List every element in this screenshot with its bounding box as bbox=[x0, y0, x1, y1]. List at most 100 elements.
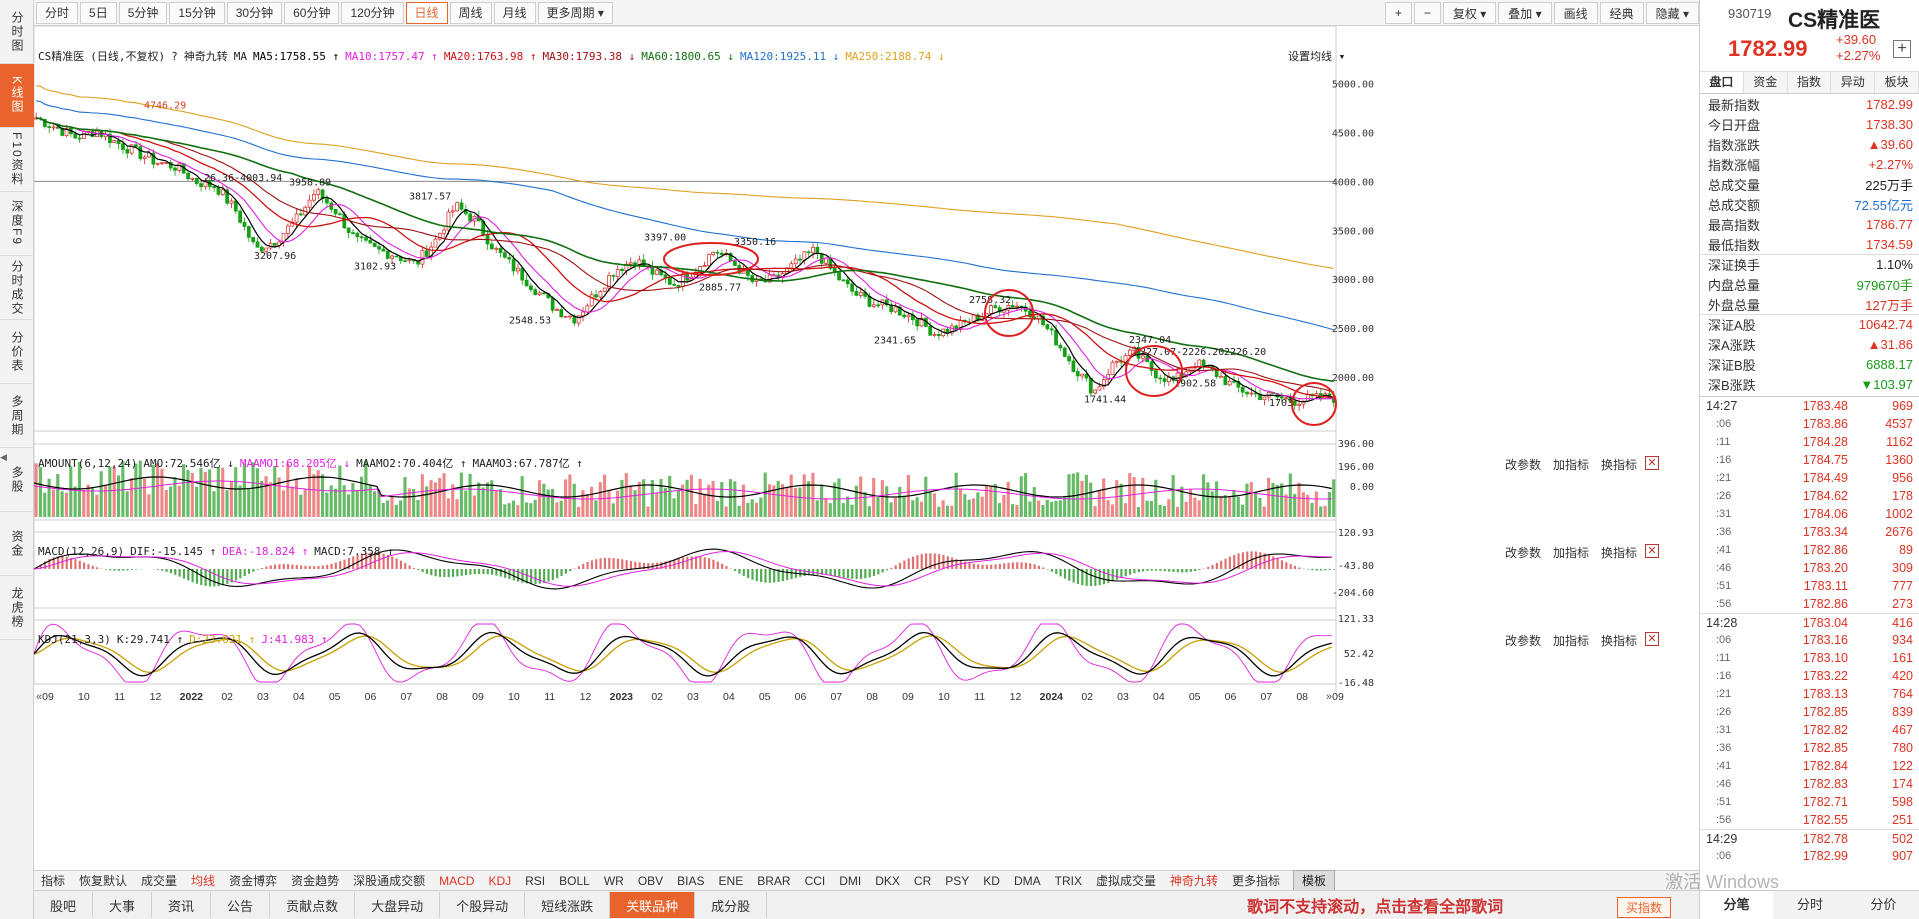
period-tab-7[interactable]: 日线 bbox=[405, 1, 448, 24]
toolbar-btn-0[interactable]: + bbox=[1384, 2, 1412, 24]
sidebar-item-8[interactable]: 资金 bbox=[0, 512, 34, 576]
indicator-14[interactable]: ENE bbox=[718, 873, 744, 888]
period-tab-6[interactable]: 120分钟 bbox=[341, 1, 404, 24]
bottom-tab-3[interactable]: 公告 bbox=[211, 892, 271, 918]
toolbar-btn-2[interactable]: 复权 ▾ bbox=[1442, 2, 1497, 24]
sidebar-item-4[interactable]: 分时成交 bbox=[0, 256, 34, 320]
help-icon[interactable]: ? bbox=[171, 49, 178, 63]
sidebar-item-3[interactable]: 深度F9 bbox=[0, 192, 34, 256]
indicator-17[interactable]: DMI bbox=[839, 873, 862, 888]
bottom-tab-9[interactable]: 成分股 bbox=[695, 892, 768, 918]
period-tab-3[interactable]: 15分钟 bbox=[169, 1, 225, 24]
indicator-7[interactable]: MACD bbox=[439, 873, 475, 888]
macd-close-icon[interactable]: ✕ bbox=[1645, 544, 1659, 558]
period-tab-10[interactable]: 更多周期 ▾ bbox=[537, 1, 613, 24]
indicator-15[interactable]: BRAR bbox=[757, 873, 791, 888]
x-tick-label: 03 bbox=[1117, 691, 1129, 703]
kline-chart-area[interactable]: 5000.00 4500.00 4000.00 3500.00 3000.00 2500.… bbox=[34, 26, 1699, 878]
kdj-btn-1[interactable]: 加指标 bbox=[1552, 634, 1589, 648]
bottom-tab-1[interactable]: 大事 bbox=[93, 892, 153, 918]
sidebar-item-0[interactable]: 分时图 bbox=[0, 0, 34, 64]
indicator-18[interactable]: DKX bbox=[875, 873, 900, 888]
legend-indicator[interactable]: 神奇九转 bbox=[183, 50, 228, 63]
legend-ma-4: MA60:1800.65 ↓ bbox=[641, 49, 734, 63]
quote-tab-3[interactable]: 异动 bbox=[1831, 72, 1876, 93]
indicator-4[interactable]: 资金博弈 bbox=[229, 874, 278, 888]
period-tab-4[interactable]: 30分钟 bbox=[226, 1, 283, 24]
amount-close-icon[interactable]: ✕ bbox=[1645, 456, 1659, 470]
indicator-13[interactable]: BIAS bbox=[677, 873, 705, 888]
indicator-5[interactable]: 资金趋势 bbox=[291, 874, 340, 888]
indicator-11[interactable]: WR bbox=[603, 873, 624, 888]
tick-list[interactable]: 14:27 1783.48 969:06 1783.86 4537:11 1784.28 1… bbox=[1700, 396, 1919, 865]
sidebar-item-2[interactable]: F10资料 bbox=[0, 128, 34, 192]
bottom-tab-5[interactable]: 大盘异动 bbox=[355, 892, 441, 918]
kdj-btn-2[interactable]: 换指标 bbox=[1600, 634, 1637, 648]
tick-time: :21 bbox=[1716, 688, 1732, 700]
template-button[interactable]: 模板 bbox=[1293, 870, 1336, 891]
kdj-btn-0[interactable]: 改参数 bbox=[1504, 634, 1541, 648]
period-tab-8[interactable]: 周线 bbox=[449, 1, 492, 24]
indicator-8[interactable]: KDJ bbox=[488, 873, 512, 888]
sidebar-item-6[interactable]: 多周期 bbox=[0, 384, 34, 448]
indicator-23[interactable]: TRIX bbox=[1054, 873, 1082, 888]
indicator-10[interactable]: BOLL bbox=[559, 873, 590, 888]
quote-label: 深证B股 bbox=[1708, 357, 1756, 373]
macd-btn-0[interactable]: 改参数 bbox=[1504, 546, 1541, 560]
quote-tab-4[interactable]: 板块 bbox=[1875, 72, 1919, 93]
quote-footer-tab-2[interactable]: 分价 bbox=[1870, 897, 1897, 912]
amount-btn-1[interactable]: 加指标 bbox=[1552, 458, 1589, 472]
indicator-0[interactable]: 指标 bbox=[41, 874, 66, 888]
quote-tab-2[interactable]: 指数 bbox=[1788, 72, 1832, 93]
indicator-19[interactable]: CR bbox=[913, 873, 932, 888]
toolbar-btn-6[interactable]: 隐藏 ▾ bbox=[1645, 2, 1699, 24]
add-watchlist-icon[interactable]: + bbox=[1893, 40, 1911, 58]
period-tab-5[interactable]: 60分钟 bbox=[284, 1, 340, 24]
bottom-tab-2[interactable]: 资讯 bbox=[152, 892, 212, 918]
sidebar-item-5[interactable]: 分价表 bbox=[0, 320, 34, 384]
amount-btn-0[interactable]: 改参数 bbox=[1504, 458, 1541, 472]
indicator-9[interactable]: RSI bbox=[525, 873, 546, 888]
period-tab-1[interactable]: 5日 bbox=[80, 1, 117, 24]
period-tab-2[interactable]: 5分钟 bbox=[118, 1, 168, 24]
period-tab-0[interactable]: 分时 bbox=[36, 1, 79, 24]
toolbar-btn-3[interactable]: 叠加 ▾ bbox=[1498, 2, 1552, 24]
bottom-tab-6[interactable]: 个股异动 bbox=[440, 892, 526, 918]
indicator-2[interactable]: 成交量 bbox=[141, 874, 178, 888]
quote-tab-0[interactable]: 盘口 bbox=[1700, 72, 1744, 93]
toolbar-btn-5[interactable]: 经典 bbox=[1599, 2, 1644, 24]
indicator-20[interactable]: PSY bbox=[945, 873, 970, 888]
indicator-12[interactable]: OBV bbox=[637, 873, 664, 888]
buy-index-button[interactable]: 买指数 bbox=[1616, 897, 1671, 918]
bottom-tab-8[interactable]: 关联品种 bbox=[610, 892, 696, 918]
toolbar-btn-4[interactable]: 画线 bbox=[1553, 2, 1598, 24]
indicator-3[interactable]: 均线 bbox=[191, 874, 216, 888]
indicator-24[interactable]: 虚拟成交量 bbox=[1095, 874, 1156, 888]
bottom-tab-0[interactable]: 股吧 bbox=[34, 892, 94, 918]
indicator-26[interactable]: 更多指标 bbox=[1232, 874, 1281, 888]
bottom-tab-7[interactable]: 短线涨跌 bbox=[525, 892, 611, 918]
macd-btn-2[interactable]: 换指标 bbox=[1600, 546, 1637, 560]
bottom-tab-4[interactable]: 贡献点数 bbox=[270, 892, 356, 918]
sidebar-item-7[interactable]: 多股 bbox=[0, 448, 34, 512]
quote-footer-tab-0[interactable]: 分笔 bbox=[1700, 891, 1774, 919]
kline-chart[interactable]: 5000.00 4500.00 4000.00 3500.00 3000.00 2500.… bbox=[34, 26, 1699, 878]
macd-btn-1[interactable]: 加指标 bbox=[1552, 546, 1589, 560]
collapse-left-icon[interactable]: ◀ bbox=[0, 452, 7, 462]
indicator-16[interactable]: CCI bbox=[804, 873, 826, 888]
quote-tab-1[interactable]: 资金 bbox=[1744, 72, 1788, 93]
amount-btn-2[interactable]: 换指标 bbox=[1600, 458, 1637, 472]
sidebar-item-9[interactable]: 龙虎榜 bbox=[0, 576, 34, 640]
indicator-25[interactable]: 神奇九转 bbox=[1169, 874, 1218, 888]
ma-settings-button[interactable]: 设置均线 ▾ bbox=[1288, 50, 1346, 63]
amount-legend-4: MAAMO3:67.787亿 ↑ bbox=[472, 457, 583, 470]
indicator-1[interactable]: 恢复默认 bbox=[79, 874, 128, 888]
indicator-22[interactable]: DMA bbox=[1013, 873, 1041, 888]
indicator-21[interactable]: KD bbox=[983, 873, 1000, 888]
quote-footer-tab-1[interactable]: 分时 bbox=[1796, 897, 1823, 912]
period-tab-9[interactable]: 月线 bbox=[493, 1, 536, 24]
sidebar-item-1[interactable]: K线图 bbox=[0, 64, 34, 128]
kdj-close-icon[interactable]: ✕ bbox=[1645, 632, 1659, 646]
indicator-6[interactable]: 深股通成交额 bbox=[353, 874, 426, 888]
toolbar-btn-1[interactable]: − bbox=[1413, 2, 1441, 24]
